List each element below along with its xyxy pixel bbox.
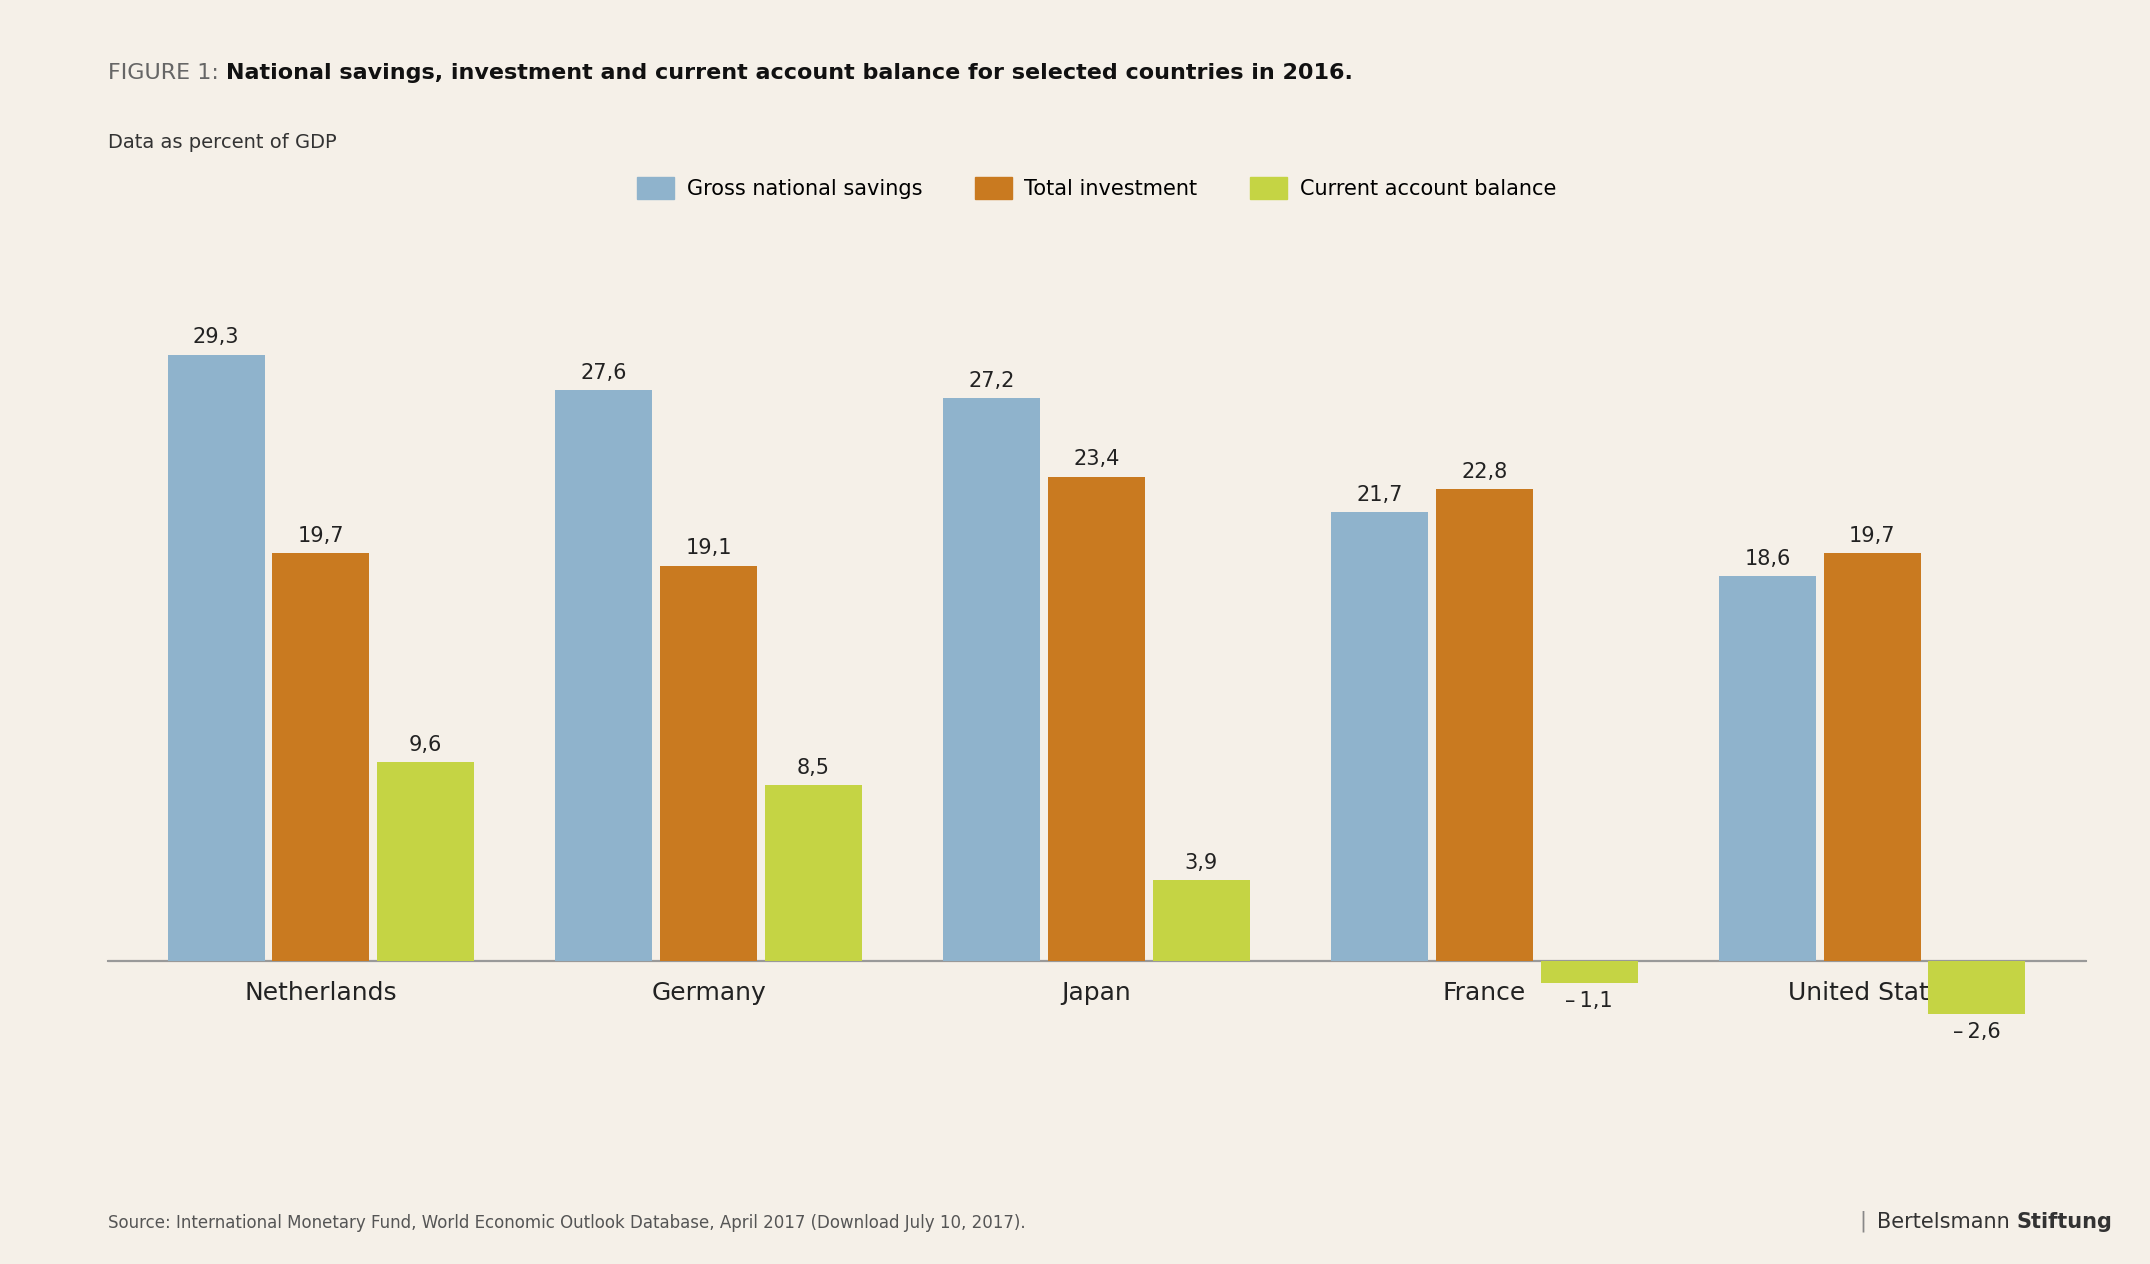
Text: National savings, investment and current account balance for selected countries : National savings, investment and current… [226,63,1352,83]
Text: 27,2: 27,2 [970,370,1015,391]
Bar [376,762,473,961]
Bar [1542,961,1638,983]
Text: Source: International Monetary Fund, World Economic Outlook Database, April 2017: Source: International Monetary Fund, Wor… [108,1215,1026,1232]
Bar [1331,512,1428,961]
Bar [1929,961,2025,1015]
Bar [168,355,264,961]
Bar [1720,576,1817,961]
Bar [1047,477,1146,961]
Text: 27,6: 27,6 [580,363,628,383]
Text: 18,6: 18,6 [1744,549,1791,569]
Bar [1823,554,1920,961]
Text: 19,1: 19,1 [686,538,731,559]
Text: FIGURE 1:: FIGURE 1: [108,63,226,83]
Text: 22,8: 22,8 [1462,461,1507,482]
Legend: Gross national savings, Total investment, Current account balance: Gross national savings, Total investment… [628,169,1565,207]
Text: 29,3: 29,3 [194,327,239,348]
Text: Stiftung: Stiftung [2017,1212,2113,1232]
Bar [555,389,651,961]
Bar [273,554,370,961]
Bar [660,565,757,961]
Bar [1436,489,1533,961]
Text: 8,5: 8,5 [798,757,830,777]
Text: Data as percent of GDP: Data as percent of GDP [108,133,335,152]
Bar [944,398,1041,961]
Bar [765,785,862,961]
Bar [1152,880,1249,961]
Text: 9,6: 9,6 [408,734,443,755]
Text: Bertelsmann: Bertelsmann [1877,1212,2010,1232]
Text: – 1,1: – 1,1 [1565,991,1612,1011]
Text: 21,7: 21,7 [1357,484,1402,504]
Text: – 2,6: – 2,6 [1952,1021,2002,1042]
Text: 3,9: 3,9 [1185,853,1217,872]
Text: 23,4: 23,4 [1073,450,1120,469]
Text: 19,7: 19,7 [1849,526,1896,546]
Text: 19,7: 19,7 [297,526,344,546]
Text: |: | [1860,1211,1866,1232]
